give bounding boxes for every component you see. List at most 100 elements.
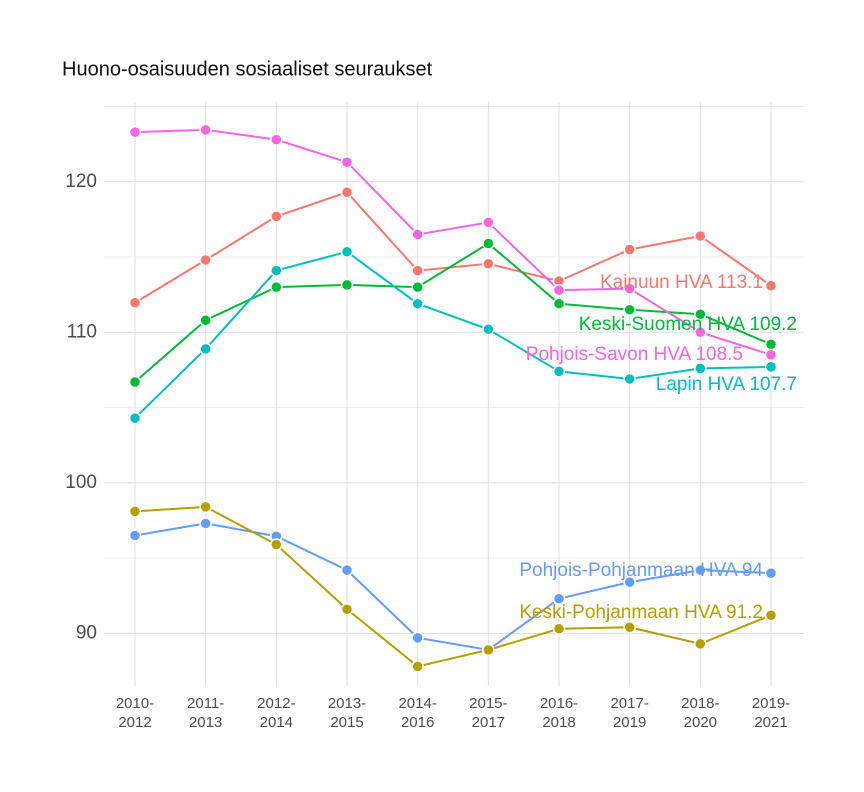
- value-label: Keski-Suomen HVA 109.2: [579, 314, 797, 335]
- x-tick-line: 2021: [754, 714, 787, 731]
- data-point: [623, 372, 636, 386]
- x-tick-line: 2012: [118, 714, 151, 731]
- data-point: [623, 621, 636, 634]
- data-point: [340, 155, 354, 169]
- x-tick-line: 2012-: [257, 695, 295, 712]
- data-point: [199, 500, 212, 514]
- value-label: Pohjois-Savon HVA 108.5: [526, 344, 743, 365]
- x-tick-line: 2016-: [540, 695, 578, 712]
- series-line: [134, 522, 772, 651]
- x-tick-line: 2016: [401, 714, 434, 731]
- x-tick-line: 2019-: [752, 695, 790, 712]
- data-point: [340, 563, 354, 577]
- x-tick-label: 2013- 2015: [328, 695, 366, 731]
- x-tick-label: 2012- 2014: [257, 695, 295, 731]
- series-line: [134, 242, 772, 383]
- data-point: [199, 342, 212, 356]
- data-point: [482, 216, 495, 229]
- data-point: [623, 243, 636, 256]
- x-tick-label: 2016- 2018: [540, 695, 578, 731]
- data-point: [482, 257, 495, 271]
- data-point: [128, 505, 142, 518]
- data-point: [199, 313, 212, 327]
- data-point: [694, 307, 707, 321]
- x-tick-label: 2015- 2017: [469, 695, 507, 731]
- data-point: [340, 278, 354, 292]
- data-point: [482, 323, 495, 336]
- data-point: [411, 264, 424, 277]
- data-point: [128, 375, 142, 389]
- x-tick-line: 2013-: [328, 695, 366, 712]
- x-tick-line: 2017-: [610, 695, 648, 712]
- data-point: [270, 538, 283, 551]
- data-point: [694, 637, 707, 651]
- series-line: [134, 128, 772, 356]
- x-tick-line: 2018-: [681, 695, 719, 712]
- data-point: [623, 282, 636, 295]
- x-tick-line: 2020: [684, 714, 717, 731]
- data-point: [340, 186, 354, 199]
- data-point: [764, 279, 778, 292]
- data-point: [270, 210, 283, 223]
- data-point: [623, 303, 636, 316]
- x-tick-line: 2015: [330, 714, 363, 731]
- value-label: Lapin HVA 107.7: [656, 374, 797, 395]
- data-point: [340, 602, 354, 616]
- data-point: [199, 517, 212, 530]
- value-label: Pohjois-Pohjanmaan HVA 94: [519, 560, 763, 581]
- data-point: [552, 297, 566, 310]
- x-tick-line: 2011-: [187, 695, 224, 712]
- data-point: [694, 362, 707, 375]
- x-tick-line: 2017: [472, 714, 505, 731]
- value-label: Kainuun HVA 113.1: [600, 272, 763, 293]
- data-point: [270, 133, 283, 146]
- x-tick-label: 2011- 2013: [187, 695, 224, 731]
- x-tick-line: 2019: [613, 714, 646, 731]
- data-point: [199, 123, 212, 137]
- data-point: [552, 283, 566, 297]
- data-point: [552, 622, 566, 636]
- y-tick-label: 100: [65, 472, 97, 493]
- data-point: [694, 229, 707, 243]
- chart-title: Huono-osaisuuden sosiaaliset seuraukset: [62, 58, 433, 80]
- x-tick-label: 2014- 2016: [398, 695, 436, 731]
- series-line: [134, 191, 772, 304]
- data-point: [552, 365, 566, 378]
- data-point: [270, 280, 283, 294]
- data-point: [128, 296, 142, 310]
- x-tick-line: 2010-: [116, 695, 154, 712]
- data-point: [340, 245, 354, 259]
- data-point: [411, 280, 424, 294]
- x-tick-line: 2015-: [469, 695, 507, 712]
- x-tick-label: 2018- 2020: [681, 695, 719, 731]
- data-point: [694, 326, 707, 339]
- data-point: [411, 297, 424, 310]
- data-point: [552, 592, 566, 605]
- x-tick-label: 2010- 2012: [116, 695, 154, 731]
- data-point: [199, 253, 212, 267]
- data-point: [764, 609, 778, 622]
- data-point: [764, 566, 778, 580]
- data-point: [411, 228, 424, 241]
- data-point: [482, 643, 495, 657]
- y-tick-label: 120: [65, 171, 97, 192]
- data-point: [623, 575, 636, 589]
- x-tick-line: 2014: [260, 714, 293, 731]
- data-point: [128, 125, 142, 139]
- data-point: [128, 411, 142, 425]
- x-tick-line: 2014-: [398, 695, 436, 712]
- data-point: [764, 360, 778, 374]
- series-line: [134, 250, 772, 419]
- y-tick-label: 90: [76, 622, 97, 643]
- data-point: [482, 237, 495, 250]
- series-line: [134, 505, 772, 668]
- data-point: [694, 563, 707, 577]
- data-point: [411, 660, 424, 673]
- value-label: Keski-Pohjanmaan HVA 91.2: [519, 602, 763, 623]
- data-point: [128, 529, 142, 542]
- x-tick-line: 2018: [542, 714, 575, 731]
- x-tick-line: 2013: [189, 714, 222, 731]
- x-tick-label: 2019- 2021: [752, 695, 790, 731]
